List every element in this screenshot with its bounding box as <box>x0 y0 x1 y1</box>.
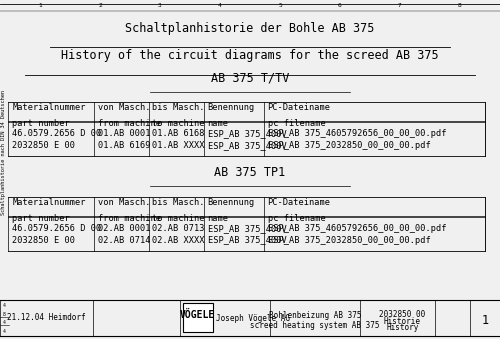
Text: to machine: to machine <box>152 214 205 223</box>
Text: PC-Dateiname: PC-Dateiname <box>268 103 330 113</box>
Text: 02.AB 0713: 02.AB 0713 <box>152 224 205 234</box>
Text: 2032850 E 00: 2032850 E 00 <box>12 141 76 150</box>
Text: 46.0579.2656 D 00: 46.0579.2656 D 00 <box>12 129 102 139</box>
Text: Benennung: Benennung <box>208 198 255 207</box>
Text: Bohlenbeizung AB 375: Bohlenbeizung AB 375 <box>269 311 361 320</box>
Text: 4: 4 <box>3 320 6 325</box>
Text: from machine: from machine <box>98 119 160 128</box>
Text: ESP_AB 375_400V: ESP_AB 375_400V <box>208 224 286 234</box>
Text: Materialnummer: Materialnummer <box>12 198 86 207</box>
Text: 2: 2 <box>98 3 102 8</box>
Text: ESP_AB 375_2032850_00_00_00.pdf: ESP_AB 375_2032850_00_00_00.pdf <box>268 141 430 150</box>
Text: 8: 8 <box>458 3 462 8</box>
Text: AB 375 TP1: AB 375 TP1 <box>214 166 286 179</box>
Text: Benennung: Benennung <box>208 103 255 113</box>
Text: Schaltplanhistorie nach DIN 34 Deutschen: Schaltplanhistorie nach DIN 34 Deutschen <box>1 90 6 215</box>
Text: part number: part number <box>12 214 70 223</box>
Text: 1: 1 <box>482 315 488 327</box>
Text: 02.AB XXXX: 02.AB XXXX <box>152 236 205 245</box>
Text: 5: 5 <box>278 3 282 8</box>
Text: bis Masch.: bis Masch. <box>152 103 205 113</box>
Text: 01.AB 6168: 01.AB 6168 <box>152 129 205 139</box>
Text: von Masch.: von Masch. <box>98 103 150 113</box>
Text: screed heating system AB 375: screed heating system AB 375 <box>250 321 380 330</box>
Text: 1: 1 <box>38 3 42 8</box>
Text: ESP_AB 375_400V: ESP_AB 375_400V <box>208 141 286 150</box>
Text: ESP_AB 375_400V: ESP_AB 375_400V <box>208 236 286 245</box>
Text: name: name <box>208 119 229 128</box>
Text: 21.12.04 Heimdorf: 21.12.04 Heimdorf <box>7 313 86 322</box>
Text: 4: 4 <box>3 329 6 334</box>
Text: ESP_AB 375_4605792656_00_00_00.pdf: ESP_AB 375_4605792656_00_00_00.pdf <box>268 129 446 139</box>
Text: Joseph Vögele AG: Joseph Vögele AG <box>216 315 290 323</box>
Text: 6: 6 <box>338 3 342 8</box>
Text: ESP_AB 375_400V: ESP_AB 375_400V <box>208 129 286 139</box>
Text: 4: 4 <box>3 303 6 307</box>
Text: name: name <box>208 214 229 223</box>
Text: 02.AB 0714: 02.AB 0714 <box>98 236 150 245</box>
Text: 02.AB 0001: 02.AB 0001 <box>98 224 150 234</box>
Text: 01.AB 0001: 01.AB 0001 <box>98 129 150 139</box>
Text: VÖGELE: VÖGELE <box>180 310 215 320</box>
Text: 01.AB 6169: 01.AB 6169 <box>98 141 150 150</box>
Text: pc filename: pc filename <box>268 214 325 223</box>
Text: to machine: to machine <box>152 119 205 128</box>
Text: from machine: from machine <box>98 214 160 223</box>
Text: 8: 8 <box>3 312 6 317</box>
Text: 01.AB XXXX: 01.AB XXXX <box>152 141 205 150</box>
Text: Historie: Historie <box>384 317 421 326</box>
Text: Schaltplanhistorie der Bohle AB 375: Schaltplanhistorie der Bohle AB 375 <box>126 22 374 35</box>
Text: History: History <box>386 323 418 332</box>
Text: Materialnummer: Materialnummer <box>12 103 86 113</box>
Text: 4: 4 <box>218 3 222 8</box>
Text: part number: part number <box>12 119 70 128</box>
Text: ESP_AB 375_4605792656_00_00_00.pdf: ESP_AB 375_4605792656_00_00_00.pdf <box>268 224 446 234</box>
FancyBboxPatch shape <box>182 303 212 332</box>
Text: bis Masch.: bis Masch. <box>152 198 205 207</box>
Text: 2032850 00: 2032850 00 <box>380 310 426 319</box>
Text: ESP_AB 375_2032850_00_00_00.pdf: ESP_AB 375_2032850_00_00_00.pdf <box>268 236 430 245</box>
Text: AB 375 T/TV: AB 375 T/TV <box>211 71 289 84</box>
Text: 2032850 E 00: 2032850 E 00 <box>12 236 76 245</box>
Text: pc filename: pc filename <box>268 119 325 128</box>
Text: 46.0579.2656 D 00: 46.0579.2656 D 00 <box>12 224 102 234</box>
Text: 3: 3 <box>158 3 162 8</box>
Text: von Masch.: von Masch. <box>98 198 150 207</box>
Text: History of the circuit diagrams for the screed AB 375: History of the circuit diagrams for the … <box>61 49 439 62</box>
Text: 7: 7 <box>398 3 402 8</box>
Text: PC-Dateiname: PC-Dateiname <box>268 198 330 207</box>
